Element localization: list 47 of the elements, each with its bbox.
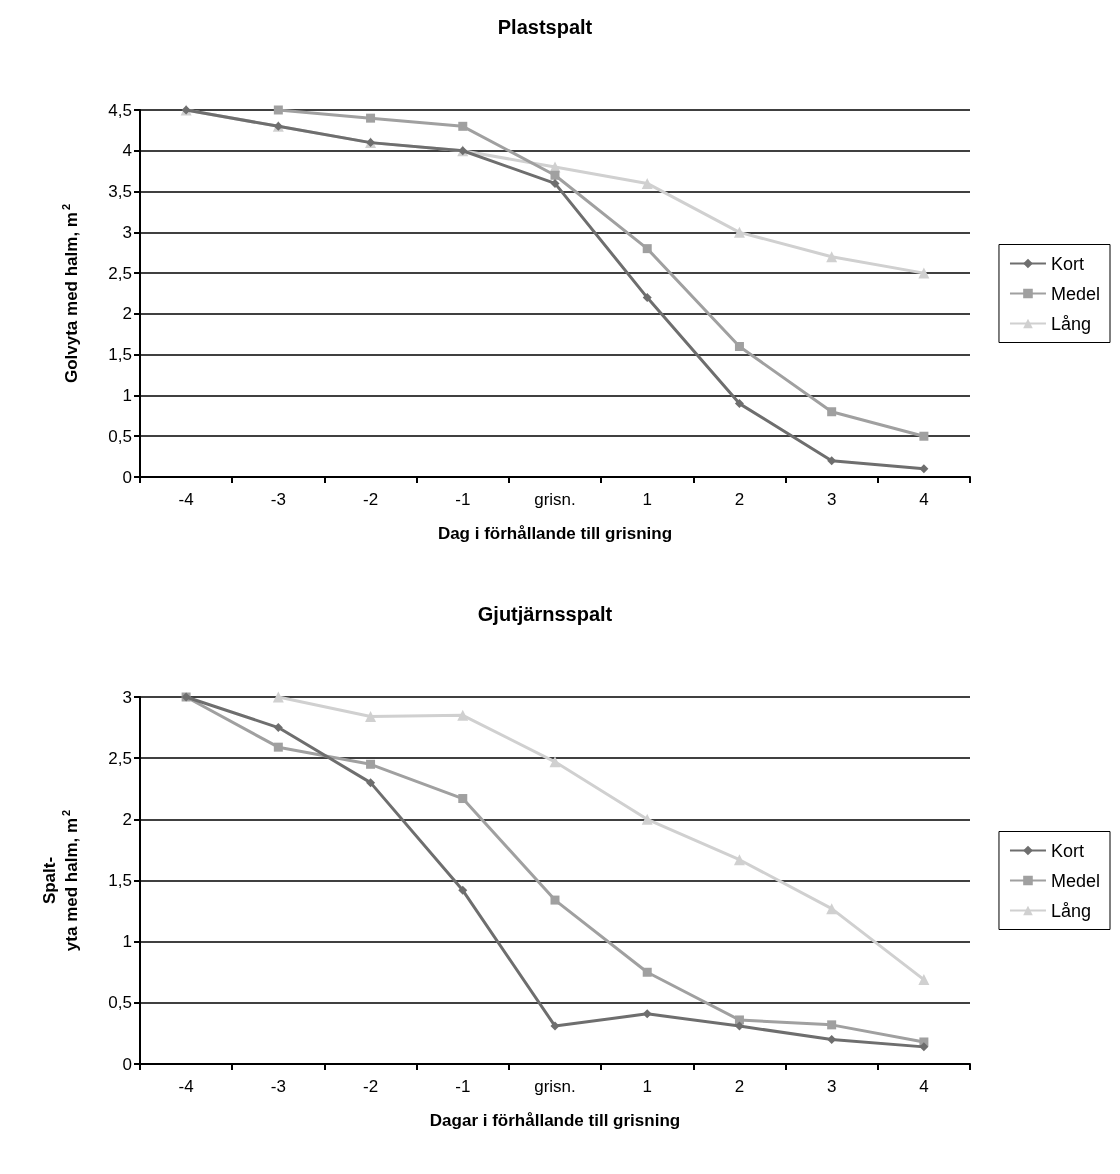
y-tick-label: 0 xyxy=(122,1054,132,1074)
y-tick-label: 0,5 xyxy=(108,993,132,1013)
legend-label: Lång xyxy=(1050,900,1092,921)
legend-label: Lång xyxy=(1050,313,1092,334)
y-tick-label: 4 xyxy=(122,141,132,161)
legend-label: Medel xyxy=(1050,870,1101,891)
y-tick-label: 1,5 xyxy=(108,345,132,365)
x-tick-label: -3 xyxy=(270,490,286,509)
x-tick-label: -2 xyxy=(362,490,379,509)
y-tick-label: 4,5 xyxy=(108,100,132,120)
x-tick-label: -2 xyxy=(362,1077,379,1096)
y-tick-label: 1 xyxy=(122,385,132,405)
legend-label: Medel xyxy=(1050,283,1101,304)
x-tick-label: -1 xyxy=(455,490,471,509)
y-tick-label: 3,5 xyxy=(108,182,132,202)
legend-label: Kort xyxy=(1050,840,1084,861)
y-tick-label: 2,5 xyxy=(108,263,132,283)
y-tick-label: 3 xyxy=(122,687,132,707)
y-tick-label: 2 xyxy=(122,304,132,324)
chart-title: Gjutjärnsspalt xyxy=(477,603,613,625)
x-axis-title: Dag i förhållande till grisning xyxy=(437,524,673,543)
x-tick-label: grisn. xyxy=(534,490,576,509)
x-axis-title: Dagar i förhållande till grisning xyxy=(429,1111,681,1130)
y-tick-label: 2 xyxy=(122,809,132,829)
x-tick-label: 3 xyxy=(826,1077,837,1096)
legend-label: Kort xyxy=(1050,253,1084,274)
x-tick-label: 3 xyxy=(826,490,837,509)
x-tick-label: -4 xyxy=(178,490,194,509)
y-tick-label: 0 xyxy=(122,467,132,487)
y-tick-label: 0,5 xyxy=(108,426,132,446)
x-tick-label: grisn. xyxy=(534,1077,576,1096)
y-tick-label: 2,5 xyxy=(108,748,132,768)
y-axis-title: Spalt- yta med halm, m2 xyxy=(39,809,81,952)
x-tick-label: 1 xyxy=(642,490,652,509)
x-tick-label: 1 xyxy=(642,1077,652,1096)
y-axis-title: Golvyta med halm, m2 xyxy=(59,203,81,384)
x-tick-label: -3 xyxy=(270,1077,286,1096)
chart-title: Plastspalt xyxy=(497,16,593,38)
y-tick-label: 1,5 xyxy=(108,871,132,890)
x-tick-label: 4 xyxy=(919,490,929,509)
x-tick-label: -1 xyxy=(455,1077,471,1096)
x-tick-label: 2 xyxy=(734,490,745,509)
x-tick-label: 4 xyxy=(919,1077,929,1096)
x-tick-label: -4 xyxy=(178,1077,194,1096)
y-tick-label: 3 xyxy=(122,222,132,242)
x-tick-label: 2 xyxy=(734,1077,745,1096)
y-tick-label: 1 xyxy=(122,932,132,952)
